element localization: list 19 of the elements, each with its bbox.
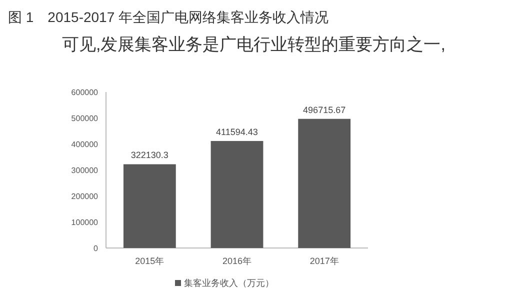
legend: 集客业务收入（万元） — [175, 278, 274, 288]
bar — [298, 118, 351, 248]
y-tick-label: 300000 — [71, 166, 99, 175]
y-tick-label: 200000 — [71, 192, 99, 201]
y-tick-label: 600000 — [71, 88, 99, 97]
x-tick-label: 2016年 — [222, 256, 252, 266]
data-label: 411594.43 — [216, 126, 258, 137]
bar — [210, 140, 264, 248]
y-tick-label: 100000 — [71, 218, 99, 227]
annotation: 可见,发展集客业务是广电行业转型的重要方向之一, — [62, 35, 446, 54]
y-tick-label: 500000 — [71, 114, 99, 123]
title: 图 1 2015-2017 年全国广电网络集客业务收入情况 — [8, 9, 329, 25]
x-tick-label: 2015年 — [135, 256, 164, 266]
x-tick-label: 2017年 — [310, 256, 339, 266]
data-label: 496715.67 — [303, 104, 346, 115]
y-tick-label: 400000 — [71, 140, 99, 149]
bar — [123, 164, 176, 248]
data-label: 322130.3 — [130, 150, 168, 160]
y-tick-label: 0 — [94, 244, 99, 253]
